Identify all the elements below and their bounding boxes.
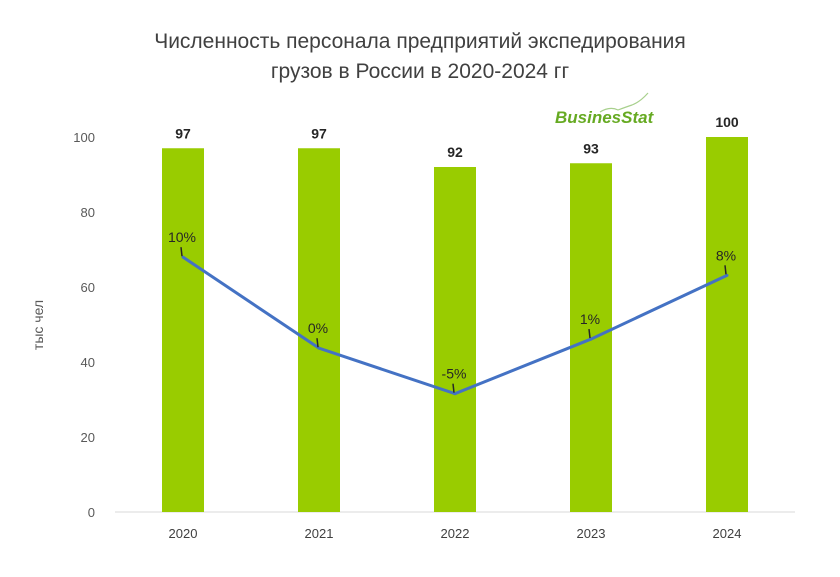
- growth-data-label: 10%: [168, 229, 196, 245]
- bar-2020: [162, 148, 204, 512]
- growth-point: [453, 392, 457, 396]
- growth-point: [725, 273, 729, 277]
- chart-title-line-2: грузов в России в 2020-2024 гг: [271, 60, 570, 83]
- y-tick-label: 100: [73, 130, 95, 145]
- leader-line: [588, 328, 591, 339]
- y-axis-label: тыс чел: [30, 300, 46, 350]
- bar-data-label: 100: [715, 114, 739, 130]
- growth-point: [589, 337, 593, 341]
- x-tick-label: 2024: [713, 526, 742, 541]
- y-tick-label: 0: [88, 505, 95, 520]
- bar-data-label: 92: [447, 144, 463, 160]
- bar-data-label: 97: [175, 125, 191, 141]
- y-tick-label: 80: [81, 205, 95, 220]
- bar-2021: [298, 148, 340, 512]
- leader-line: [316, 338, 319, 348]
- x-tick-label: 2021: [305, 526, 334, 541]
- chart-title-line-1: Численность персонала предприятий экспед…: [154, 30, 686, 53]
- y-tick-label: 20: [81, 430, 95, 445]
- y-tick-label: 60: [81, 280, 95, 295]
- logo: BusinesStat: [555, 92, 655, 127]
- growth-data-label: 1%: [580, 311, 600, 327]
- leader-line: [180, 247, 183, 257]
- bar-data-label: 97: [311, 125, 327, 141]
- leader-line: [724, 265, 727, 275]
- y-tick-label: 40: [81, 355, 95, 370]
- x-tick-label: 2022: [441, 526, 470, 541]
- svg-text:BusinesStat: BusinesStat: [555, 108, 655, 127]
- growth-point: [317, 346, 321, 350]
- growth-point: [181, 255, 185, 259]
- growth-data-label: 0%: [308, 320, 328, 336]
- bar-data-label: 93: [583, 140, 599, 156]
- leader-line: [452, 383, 455, 393]
- growth-data-label: 8%: [716, 247, 736, 263]
- bar-2022: [434, 167, 476, 512]
- bar-2024: [706, 137, 748, 512]
- x-tick-label: 2020: [169, 526, 198, 541]
- x-tick-label: 2023: [577, 526, 606, 541]
- growth-data-label: -5%: [442, 366, 467, 382]
